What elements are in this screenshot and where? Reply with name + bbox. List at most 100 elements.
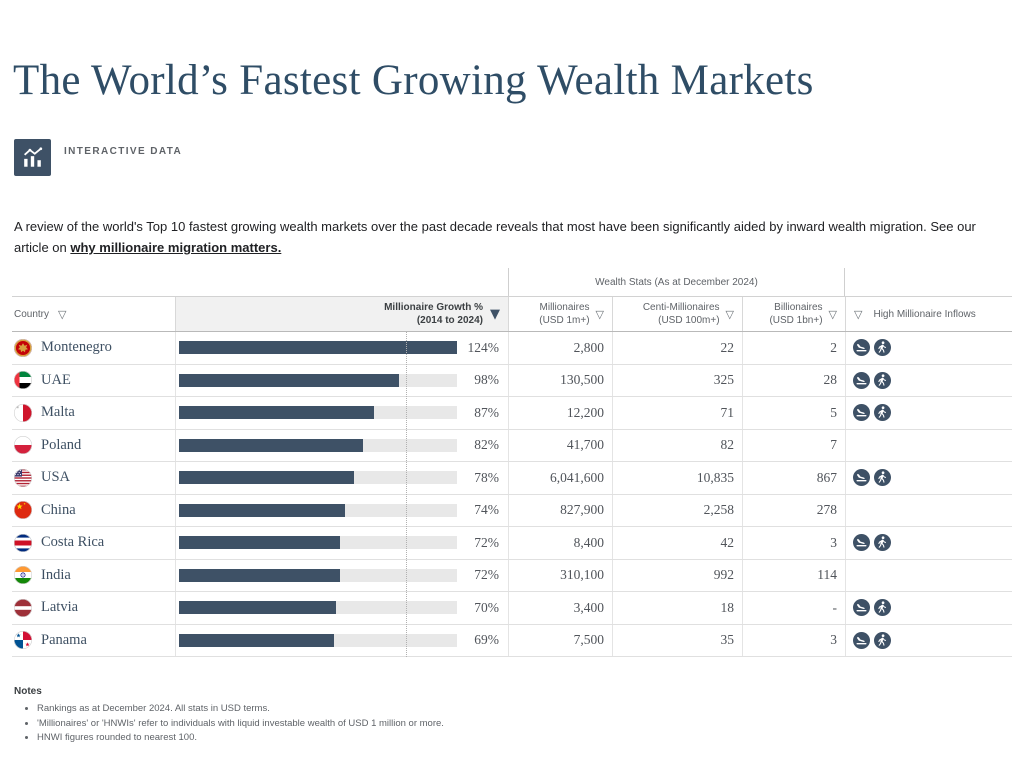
growth-bar (179, 536, 341, 550)
column-header-inflows[interactable]: ▽ High Millionaire Inflows (845, 297, 1012, 331)
column-header-centi-millionaires[interactable]: Centi-Millionaires (USD 100m+) ▽ (612, 297, 742, 331)
growth-value: 74% (474, 502, 499, 518)
plane-arrival-icon (853, 469, 870, 487)
growth-value: 124% (467, 339, 500, 355)
wealth-stats-group-label: Wealth Stats (As at December 2024) (508, 268, 845, 296)
billionaires-value: 2 (742, 332, 845, 364)
sort-active-icon[interactable]: ▼ (490, 306, 500, 322)
growth-bar-track (179, 438, 457, 452)
growth-value: 87% (474, 404, 499, 420)
walking-person-icon (874, 404, 891, 422)
sort-icon[interactable]: ▽ (595, 307, 604, 321)
inflows-cell (845, 527, 1012, 559)
interactive-data-tag: INTERACTIVE DATA (14, 139, 182, 176)
plane-arrival-icon (853, 599, 870, 617)
table-row: Malta 87% 12,200 71 5 (12, 397, 1012, 430)
growth-bar (179, 471, 354, 485)
flag-icon-us (14, 468, 32, 487)
growth-bar (179, 633, 334, 647)
column-header-country[interactable]: Country ▽ (12, 297, 175, 331)
billionaires-value: 3 (742, 624, 845, 656)
flag-icon-in (14, 566, 32, 585)
growth-bar-track (179, 503, 457, 517)
country-cell: Costa Rica (12, 527, 175, 559)
plane-arrival-icon (853, 371, 870, 389)
inflows-cell (845, 462, 1012, 494)
growth-header-line1: Millionaire Growth % (384, 302, 483, 313)
walking-person-icon (874, 631, 891, 649)
walking-person-icon (874, 534, 891, 552)
growth-value: 69% (474, 632, 499, 648)
growth-bar (179, 406, 374, 420)
growth-cell: 70% (175, 592, 508, 624)
millionaires-value: 6,041,600 (508, 462, 612, 494)
millionaires-value: 41,700 (508, 429, 612, 461)
country-name: Panama (41, 631, 87, 648)
centi-millionaires-value: 10,835 (612, 462, 742, 494)
growth-value: 98% (474, 372, 499, 388)
millionaires-value: 7,500 (508, 624, 612, 656)
growth-bar-track (179, 536, 457, 550)
sort-icon[interactable]: ▽ (725, 307, 734, 321)
billionaires-header-line1: Billionaires (774, 302, 823, 313)
sort-icon[interactable]: ▽ (58, 307, 67, 321)
growth-cell: 74% (175, 494, 508, 526)
growth-bar (179, 601, 336, 615)
table-row: Latvia 70% 3,400 18- (12, 592, 1012, 625)
flag-icon-mt (14, 403, 32, 422)
inflows-cell (845, 364, 1012, 396)
centi-millionaires-value: 2,258 (612, 494, 742, 526)
growth-bar (179, 341, 457, 355)
flag-icon-lv (14, 598, 32, 617)
note-item: 'Millionaires' or 'HNWIs' refer to indiv… (37, 717, 444, 732)
column-header-billionaires[interactable]: Billionaires (USD 1bn+) ▽ (742, 297, 845, 331)
notes-section: Notes Rankings as at December 2024. All … (14, 686, 444, 746)
intro-paragraph: A review of the world's Top 10 fastest g… (14, 216, 1014, 258)
growth-bar (179, 503, 345, 517)
billionaires-value: 28 (742, 364, 845, 396)
plane-arrival-icon (853, 631, 870, 649)
country-cell: India (12, 560, 175, 592)
millionaires-value: 130,500 (508, 364, 612, 396)
billionaires-value: 867 (742, 462, 845, 494)
growth-value: 70% (474, 599, 499, 615)
flag-icon-cr (14, 533, 32, 552)
millionaires-value: 2,800 (508, 332, 612, 364)
growth-value: 82% (474, 437, 499, 453)
note-item: HNWI figures rounded to nearest 100. (37, 731, 444, 746)
growth-bar (179, 373, 399, 387)
growth-cell: 78% (175, 462, 508, 494)
billionaires-value: 114 (742, 559, 845, 591)
growth-bar-track (179, 601, 457, 615)
sort-icon[interactable]: ▽ (828, 307, 837, 321)
country-name: China (41, 501, 76, 518)
billionaires-value: 3 (742, 527, 845, 559)
country-cell: USA (12, 462, 175, 494)
column-header-growth[interactable]: Millionaire Growth % (2014 to 2024) ▼ (175, 297, 508, 331)
millionaires-header-line2: (USD 1m+) (539, 315, 590, 326)
sort-icon[interactable]: ▽ (854, 307, 863, 321)
country-header-label: Country (14, 308, 50, 320)
inflows-cell (845, 494, 1012, 526)
table-row: Poland 82% 41,700 82 7 (12, 429, 1012, 462)
flag-icon-me (14, 338, 32, 357)
growth-cell: 87% (175, 397, 508, 429)
table-row: Panama 69% 7,500 35 3 (12, 624, 1012, 657)
billionaires-value: 5 (742, 397, 845, 429)
growth-cell: 98% (175, 364, 508, 396)
plane-arrival-icon (853, 339, 870, 357)
centi-millionaires-value: 22 (612, 332, 742, 364)
country-cell: Panama (12, 625, 175, 657)
country-cell: Latvia (12, 592, 175, 624)
walking-person-icon (874, 339, 891, 357)
column-header-millionaires[interactable]: Millionaires (USD 1m+) ▽ (508, 297, 612, 331)
country-name: India (41, 566, 71, 583)
plane-arrival-icon (853, 534, 870, 552)
millionaires-header-line1: Millionaires (539, 302, 590, 313)
growth-cell: 124% (175, 332, 508, 364)
centi-millionaires-value: 35 (612, 624, 742, 656)
notes-heading: Notes (14, 686, 42, 697)
migration-article-link[interactable]: why millionaire migration matters. (70, 240, 282, 255)
billionaires-value: 7 (742, 429, 845, 461)
millionaires-value: 8,400 (508, 527, 612, 559)
